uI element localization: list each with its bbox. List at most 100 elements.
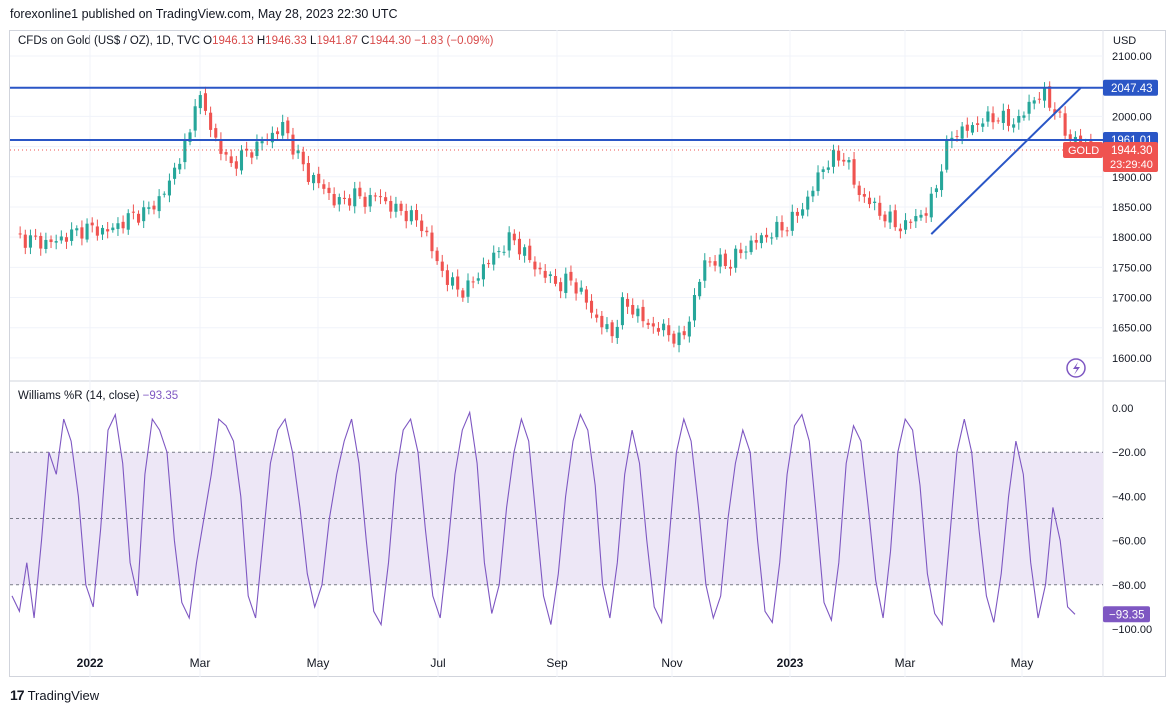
candle-body	[440, 261, 444, 271]
candle-body	[178, 163, 182, 170]
candle-body	[420, 220, 424, 232]
candle-body	[126, 213, 130, 230]
candle-body	[945, 139, 949, 170]
candle-body	[286, 120, 290, 134]
candle-body	[466, 280, 470, 297]
candle-body	[790, 211, 794, 231]
candle-body	[651, 323, 655, 327]
candle-body	[595, 314, 599, 318]
candle-body	[445, 270, 449, 285]
candle-body	[49, 239, 53, 243]
candle-body	[667, 325, 671, 336]
publish-info: forexonline1 published on TradingView.co…	[10, 7, 398, 21]
countdown-label: 23:29:40	[1110, 159, 1153, 171]
candle-body	[1053, 109, 1057, 114]
candle-body	[708, 261, 712, 263]
candle-body	[152, 205, 156, 210]
price-tick-label: 1750.00	[1112, 262, 1152, 274]
candle-body	[23, 234, 27, 248]
candle-body	[348, 198, 352, 206]
candle-body	[250, 152, 254, 158]
candle-body	[785, 230, 789, 232]
candle-body	[188, 132, 192, 142]
candle-body	[976, 123, 980, 125]
candle-body	[487, 263, 491, 265]
change-value: −1.83 (−0.09%)	[414, 35, 494, 47]
candle-body	[322, 184, 326, 189]
candle-body	[301, 151, 305, 165]
candle-body	[234, 161, 238, 169]
candle-body	[167, 180, 171, 196]
candle-body	[564, 273, 568, 293]
williams-tick-label: −20.00	[1112, 447, 1146, 459]
candle-body	[384, 197, 388, 202]
candle-body	[852, 159, 856, 185]
candle-body	[857, 185, 861, 196]
current-price-tag	[1103, 142, 1158, 173]
candle-body	[481, 264, 485, 280]
lightning-icon	[1066, 358, 1086, 378]
candle-body	[54, 241, 58, 243]
candle-body	[636, 308, 640, 317]
candle-body	[626, 298, 630, 307]
candle-body	[600, 315, 604, 328]
high-label: H	[256, 35, 266, 47]
candle-body	[312, 174, 316, 184]
candle-body	[28, 235, 32, 248]
candle-body	[919, 214, 923, 218]
candle-body	[770, 237, 774, 239]
candle-body	[456, 276, 460, 290]
williams-tick-label: −80.00	[1112, 580, 1146, 592]
candle-body	[327, 187, 331, 194]
symbol-label[interactable]: CFDs on Gold (US$ / OZ), 1D, TVC	[18, 35, 200, 47]
candle-body	[986, 111, 990, 122]
price-tick-label: 1650.00	[1112, 323, 1152, 335]
candle-body	[533, 261, 537, 270]
candle-body	[553, 276, 558, 284]
candle-body	[1032, 100, 1036, 104]
candle-body	[837, 150, 841, 161]
candle-body	[523, 247, 527, 256]
candle-body	[404, 210, 408, 222]
candle-body	[147, 207, 151, 209]
candle-body	[734, 248, 738, 268]
candle-body	[451, 277, 455, 286]
candle-body	[121, 221, 125, 229]
williams-legend: Williams %R (14, close) −93.35	[18, 390, 178, 402]
candle-body	[996, 120, 1000, 122]
candle-body	[960, 126, 964, 139]
candle-body	[75, 228, 79, 231]
candle-body	[70, 229, 74, 241]
footer: 17 TradingView	[10, 687, 99, 703]
candle-body	[224, 152, 228, 155]
candle-body	[873, 201, 877, 204]
candle-body	[924, 213, 928, 216]
candle-body	[1037, 98, 1041, 100]
candle-body	[749, 240, 753, 253]
candle-body	[106, 229, 110, 232]
candle-body	[275, 131, 280, 135]
time-tick-label: 2023	[777, 656, 804, 670]
price-tick-label: 1850.00	[1112, 202, 1152, 214]
high-value: 1946.33	[265, 35, 307, 47]
candle-body	[255, 141, 259, 156]
level-price-tag	[1103, 79, 1158, 96]
candle-body	[136, 213, 141, 223]
candle-body	[100, 227, 105, 235]
time-tick-label: May	[1011, 656, 1034, 670]
candle-body	[662, 323, 666, 331]
williams-title[interactable]: Williams %R (14, close)	[18, 390, 140, 402]
candle-body	[1001, 110, 1005, 123]
candle-body	[1042, 87, 1047, 101]
williams-value-label: −93.35	[1109, 609, 1145, 621]
candle-body	[914, 216, 918, 222]
candle-body	[883, 214, 887, 222]
price-tick-label: 2000.00	[1112, 111, 1152, 123]
candle-body	[821, 169, 825, 172]
candle-body	[559, 282, 563, 292]
candle-body	[811, 190, 815, 197]
candle-body	[44, 239, 48, 249]
candle-body	[296, 150, 300, 154]
candle-body	[1048, 86, 1052, 108]
